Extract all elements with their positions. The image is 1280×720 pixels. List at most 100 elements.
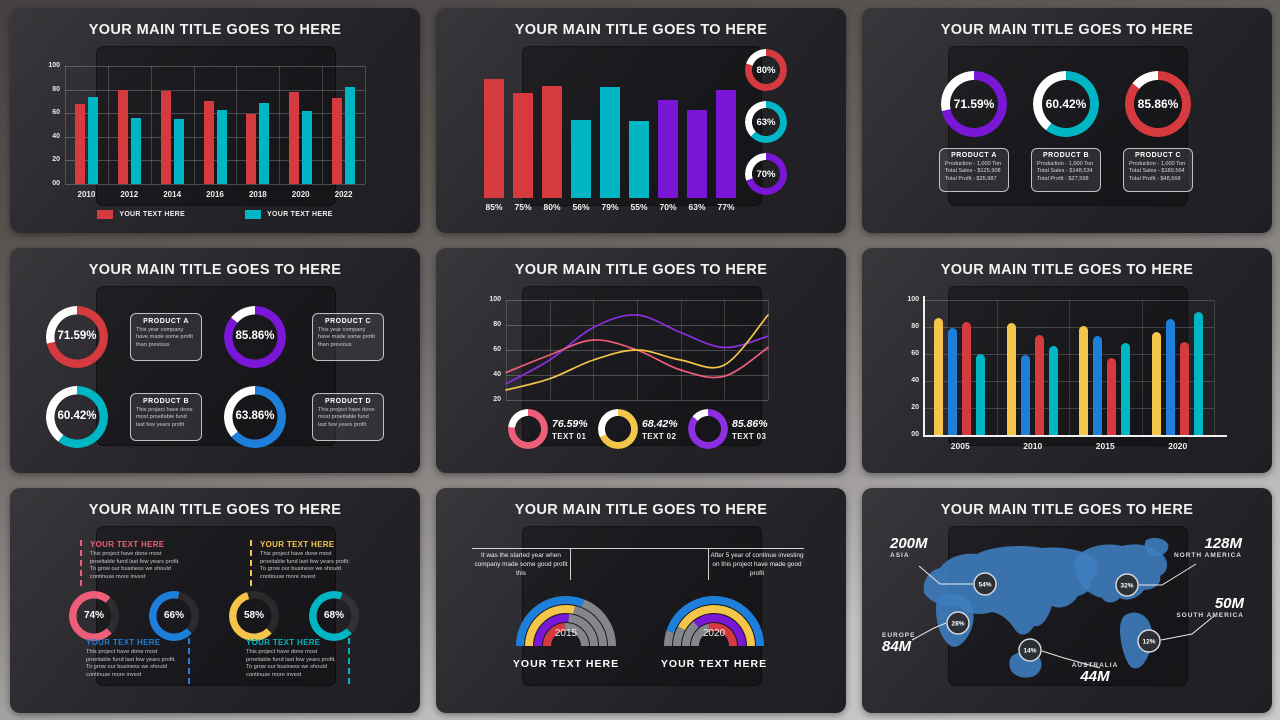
text-block-dash-line xyxy=(188,638,190,684)
slide-title: YOUR MAIN TITLE GOES TO HERE xyxy=(940,262,1194,278)
product-info-box: PRODUCT B This project have done most pro… xyxy=(130,393,202,441)
bar xyxy=(289,91,300,184)
bar xyxy=(259,102,270,184)
legend-swatch xyxy=(245,210,261,219)
product-detail-line: Production - 1,000 Ton xyxy=(945,160,1002,167)
donut-percent-label: 85.86% xyxy=(235,330,275,342)
product-description: This year company have made some profit … xyxy=(136,327,193,348)
donut-ring xyxy=(46,306,108,368)
product-detail-line: Total Profit - $48,568 xyxy=(1129,175,1181,182)
bar xyxy=(976,354,985,435)
grid-line xyxy=(924,300,1214,301)
product-info-box: PRODUCT B Production - 1,000 Ton Total Sal… xyxy=(1031,148,1101,192)
grid-line xyxy=(150,66,152,184)
bar xyxy=(1020,355,1030,435)
slide-grouped-rounded-bars[interactable]: YOUR MAIN TITLE GOES TO HERE 100 80 60 40 20… xyxy=(862,248,1272,473)
x-category-label: 2012 xyxy=(120,190,139,199)
bar xyxy=(87,96,98,184)
y-tick-label: 40 xyxy=(52,132,60,140)
text-block-heading: YOUR TEXT HERE xyxy=(86,638,161,647)
product-detail-line: Total Sales - $148,534 xyxy=(1037,168,1093,174)
product-detail-line: Total Sales - $125,908 xyxy=(945,168,1001,174)
donut-percent-label: 63.86% xyxy=(235,410,275,422)
grid-line xyxy=(708,548,709,580)
slide-grouped-rounded-bars-content: 100 80 60 40 20 00 2005 2010 2015 2020 xyxy=(862,248,1272,473)
bar xyxy=(962,321,971,435)
region-name: ASIA xyxy=(890,551,910,559)
grid-line xyxy=(924,381,1214,382)
slide-grouped-bar-chart[interactable]: YOUR MAIN TITLE GOES TO HERE 100 80 60 40 20… xyxy=(10,8,420,233)
svg-text:14%: 14% xyxy=(1023,647,1036,654)
bar xyxy=(345,87,356,184)
text-block-dash-line xyxy=(250,540,252,586)
y-tick-label: 80 xyxy=(911,323,919,330)
slide-product-donut-rings[interactable]: YOUR MAIN TITLE GOES TO HERE 71.59% 60.42… xyxy=(862,8,1272,233)
bar xyxy=(1006,322,1016,435)
chart-svg: 54% 32% 12% 28% 14% xyxy=(911,537,1215,678)
donut-gauge xyxy=(745,49,787,91)
bar xyxy=(513,93,533,198)
bar xyxy=(1193,312,1203,435)
bar xyxy=(948,328,957,435)
bar xyxy=(571,119,591,198)
x-category-label: 2020 xyxy=(1168,441,1188,451)
bar xyxy=(203,101,214,184)
donut-percent-label: 60.42% xyxy=(57,410,97,422)
text-block-paragraph: This project have done most proeitable f… xyxy=(90,551,180,581)
note-text: It was the started year when company mad… xyxy=(474,552,568,577)
grid-line xyxy=(924,408,1214,409)
product-name: PRODUCT D xyxy=(324,398,372,405)
gauge-percent-label: 68% xyxy=(323,610,344,621)
y-tick-label: 80 xyxy=(493,321,501,328)
slide-world-map-stats[interactable]: YOUR MAIN TITLE GOES TO HERE 54% 32% 12% 28… xyxy=(862,488,1272,713)
text-block: YOUR TEXT HERE This project have done mos… xyxy=(90,540,186,582)
laptop-background xyxy=(96,286,336,446)
slide-product-donut-rings-content: 71.59% 60.42% 85.86% PRODUCT A Production - … xyxy=(862,8,1272,233)
product-name: PRODUCT C xyxy=(324,318,372,325)
region-value: 84M xyxy=(882,638,912,655)
grid-line xyxy=(924,327,1214,328)
arc-gauge xyxy=(309,591,359,641)
legend-label: YOUR TEXT HERE xyxy=(267,211,333,218)
text-block-heading: YOUR TEXT HERE xyxy=(246,638,321,647)
svg-text:54%: 54% xyxy=(978,581,991,588)
region-label: 128M NORTH AMERICA xyxy=(1162,536,1242,559)
arc-gauge xyxy=(229,591,279,641)
text-block-paragraph: This project have done most proeitable f… xyxy=(260,551,350,581)
region-value: 200M xyxy=(890,535,928,552)
legend-label: YOUR TEXT HERE xyxy=(119,211,185,218)
grid-line xyxy=(472,548,804,549)
grid-line xyxy=(65,136,365,138)
grid-line xyxy=(1069,300,1070,435)
slide-arc-gauges-text[interactable]: YOUR MAIN TITLE GOES TO HERE 74% 66% 58% 68… xyxy=(10,488,420,713)
region-value: 128M xyxy=(1204,535,1242,552)
gauge-caption: YOUR TEXT HERE xyxy=(512,658,620,670)
product-description: This year company have made some profit … xyxy=(318,327,375,348)
y-tick-label: 00 xyxy=(911,431,919,438)
donut-percent-label: 68.42% xyxy=(642,418,678,430)
product-detail-line: Total Profit - $35,987 xyxy=(945,175,997,182)
gauge-percent-label: 66% xyxy=(163,610,184,621)
slide-percent-bar-chart[interactable]: YOUR MAIN TITLE GOES TO HERE 85% 75% 80% 56… xyxy=(436,8,846,233)
x-category-label: 2020 xyxy=(291,190,310,199)
laptop-background xyxy=(96,526,336,686)
slide-line-chart-donuts[interactable]: YOUR MAIN TITLE GOES TO HERE 100 80 60 40 20… xyxy=(436,248,846,473)
donut-gauge xyxy=(688,409,728,449)
bar xyxy=(246,114,257,184)
slide-title: YOUR MAIN TITLE GOES TO HERE xyxy=(88,22,342,38)
donut-ring xyxy=(224,306,286,368)
slide-half-ring-years[interactable]: YOUR MAIN TITLE GOES TO HERE It was the … xyxy=(436,488,846,713)
grid-line xyxy=(506,400,768,401)
donut-ring xyxy=(941,71,1007,137)
region-label: 200M ASIA xyxy=(890,536,960,559)
donut-ring xyxy=(1125,71,1191,137)
gauge-caption: YOUR TEXT HERE xyxy=(660,658,768,670)
bar xyxy=(629,121,649,198)
grid-line xyxy=(1214,300,1215,435)
slide-four-donut-products[interactable]: YOUR MAIN TITLE GOES TO HERE 71.59% PRODU… xyxy=(10,248,420,473)
donut-ring xyxy=(1033,71,1099,137)
bar xyxy=(74,103,85,184)
x-category-label: 2010 xyxy=(1023,441,1043,451)
region-name: SOUTH AMERICA xyxy=(1176,611,1244,619)
